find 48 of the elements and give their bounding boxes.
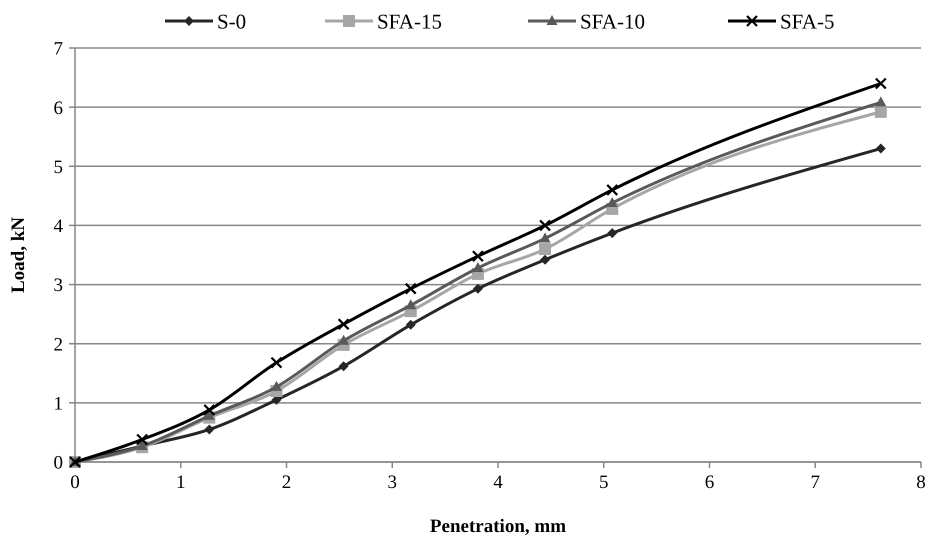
point [338, 334, 350, 345]
x-tick-label: 6 [704, 472, 714, 493]
point [136, 433, 148, 446]
point [540, 232, 551, 242]
x-tick-label: 7 [810, 472, 820, 493]
legend-label: SFA-10 [580, 9, 645, 34]
point [338, 318, 350, 330]
x-tick-label: 3 [388, 472, 397, 493]
point [338, 361, 349, 372]
y-tick-label: 4 [54, 216, 64, 238]
legend-label: SFA-5 [780, 9, 834, 34]
x-tick-label: 1 [176, 472, 186, 493]
point [270, 380, 282, 391]
x-tick-label: 8 [916, 472, 926, 493]
legend-label: SFA-15 [377, 9, 442, 34]
point [540, 254, 550, 265]
point [875, 96, 886, 106]
point [874, 106, 887, 118]
point [472, 262, 484, 272]
point [406, 320, 416, 330]
point [607, 228, 618, 238]
point [472, 250, 484, 262]
x-tick-label: 4 [493, 472, 504, 493]
point [538, 219, 552, 232]
point [270, 356, 283, 369]
point [606, 196, 618, 207]
y-tick-label: 5 [54, 156, 63, 178]
point [876, 144, 886, 154]
point [203, 404, 216, 416]
legend-label: S-0 [217, 9, 246, 34]
point [405, 299, 416, 310]
y-tick-label: 1 [54, 394, 63, 415]
x-axis-title: Penetration, mm [430, 516, 566, 537]
y-tick-label: 2 [54, 334, 63, 356]
x-tick-label: 0 [70, 472, 80, 493]
x-tick-label: 2 [282, 472, 292, 493]
point [404, 282, 417, 295]
x-tick-label: 5 [599, 472, 608, 493]
y-tick-label: 6 [54, 98, 63, 119]
y-axis-title: Load, kN [8, 216, 29, 294]
y-tick-label: 3 [54, 275, 63, 296]
y-tick-label: 0 [54, 452, 63, 474]
point [874, 77, 887, 90]
point [472, 284, 483, 294]
point [539, 243, 552, 256]
point [606, 184, 618, 196]
point [204, 424, 214, 434]
y-tick-label: 7 [54, 38, 63, 60]
